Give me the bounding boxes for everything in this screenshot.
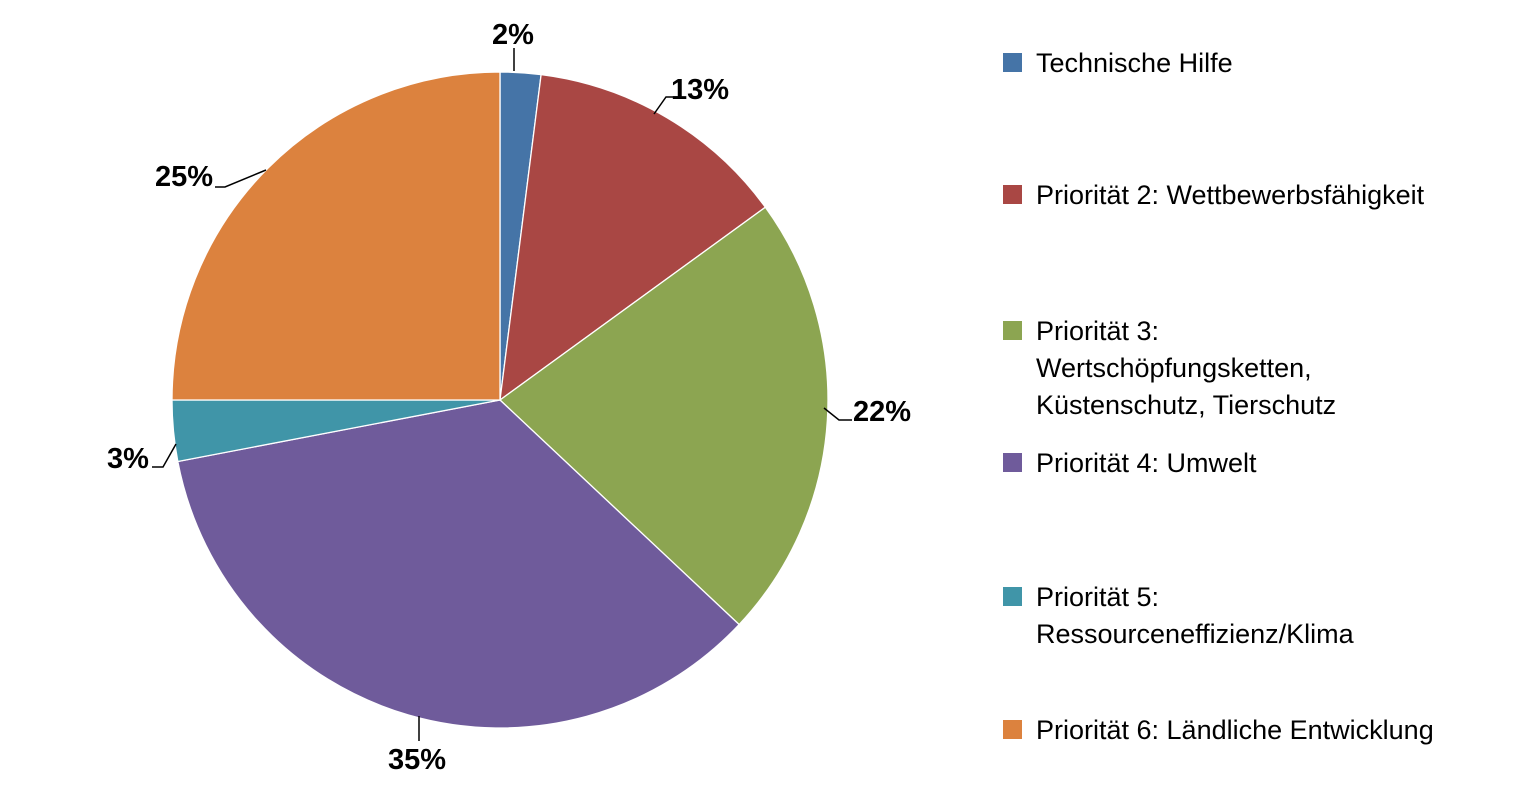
legend-item-technische-hilfe: Technische Hilfe bbox=[1003, 45, 1233, 82]
data-label-prioritat-5-ressourceneffizienz-klima: 3% bbox=[107, 443, 149, 475]
legend-item-prioritat-4-umwelt: Priorität 4: Umwelt bbox=[1003, 445, 1257, 482]
leader-line-prioritat-6-landliche-entwicklung bbox=[215, 169, 267, 188]
legend-label-prioritat-2-wettbewerbsfahigkeit: Priorität 2: Wettbewerbsfähigkeit bbox=[1036, 180, 1425, 210]
pie-slice-prioritat-3-wertschopfungsketten-kustenschutz-tierschutz bbox=[498, 206, 829, 626]
legend-swatch-prioritat-6-landliche-entwicklung bbox=[1003, 720, 1022, 739]
legend-swatch-technische-hilfe bbox=[1003, 53, 1022, 72]
leader-line-prioritat-5-ressourceneffizienz-klima bbox=[152, 443, 177, 468]
chart-legend: Technische Hilfe Priorität 2: Wettbewerbs… bbox=[1003, 0, 1508, 799]
data-label-prioritat-3-wertschopfungsketten-kustenschutz-tierschutz: 22% bbox=[853, 396, 911, 428]
legend-label-prioritat-6-landliche-entwicklung: Priorität 6: Ländliche Entwicklung bbox=[1036, 715, 1434, 745]
data-label-prioritat-4-umwelt: 35% bbox=[388, 744, 446, 776]
legend-item-prioritat-3-wertschopfungsketten-kustenschutz-tierschutz: Priorität 3: Wertschöpfungsketten, Küstens… bbox=[1003, 313, 1336, 424]
legend-swatch-prioritat-2-wettbewerbsfahigkeit bbox=[1003, 185, 1022, 204]
pie-slice-prioritat-6-landliche-entwicklung bbox=[171, 71, 501, 401]
data-label-prioritat-6-landliche-entwicklung: 25% bbox=[155, 161, 213, 193]
legend-item-prioritat-2-wettbewerbsfahigkeit: Priorität 2: Wettbewerbsfähigkeit bbox=[1003, 177, 1424, 214]
legend-swatch-prioritat-4-umwelt bbox=[1003, 453, 1022, 472]
legend-label-prioritat-4-umwelt: Priorität 4: Umwelt bbox=[1036, 448, 1257, 478]
legend-item-prioritat-6-landliche-entwicklung: Priorität 6: Ländliche Entwicklung bbox=[1003, 712, 1434, 749]
legend-label-prioritat-5-ressourceneffizienz-klima: Priorität 5: Ressourceneffizienz/Klima bbox=[1036, 582, 1354, 649]
legend-label-technische-hilfe: Technische Hilfe bbox=[1036, 48, 1233, 78]
data-label-technische-hilfe: 2% bbox=[492, 19, 534, 51]
pie-slice-prioritat-4-umwelt bbox=[177, 399, 741, 729]
legend-swatch-prioritat-5-ressourceneffizienz-klima bbox=[1003, 587, 1022, 606]
leader-line-prioritat-3-wertschopfungsketten-kustenschutz-tierschutz bbox=[823, 407, 852, 421]
data-label-prioritat-2-wettbewerbsfahigkeit: 13% bbox=[671, 74, 729, 106]
leader-line-prioritat-2-wettbewerbsfahigkeit bbox=[653, 96, 678, 115]
pie-slice-prioritat-2-wettbewerbsfahigkeit bbox=[499, 73, 767, 402]
legend-swatch-prioritat-3-wertschopfungsketten-kustenschutz-tierschutz bbox=[1003, 321, 1022, 340]
legend-label-prioritat-3-wertschopfungsketten-kustenschutz-tierschutz: Priorität 3: Wertschöpfungsketten, Küstens… bbox=[1036, 316, 1337, 420]
legend-item-prioritat-5-ressourceneffizienz-klima: Priorität 5: Ressourceneffizienz/Klima bbox=[1003, 579, 1354, 653]
